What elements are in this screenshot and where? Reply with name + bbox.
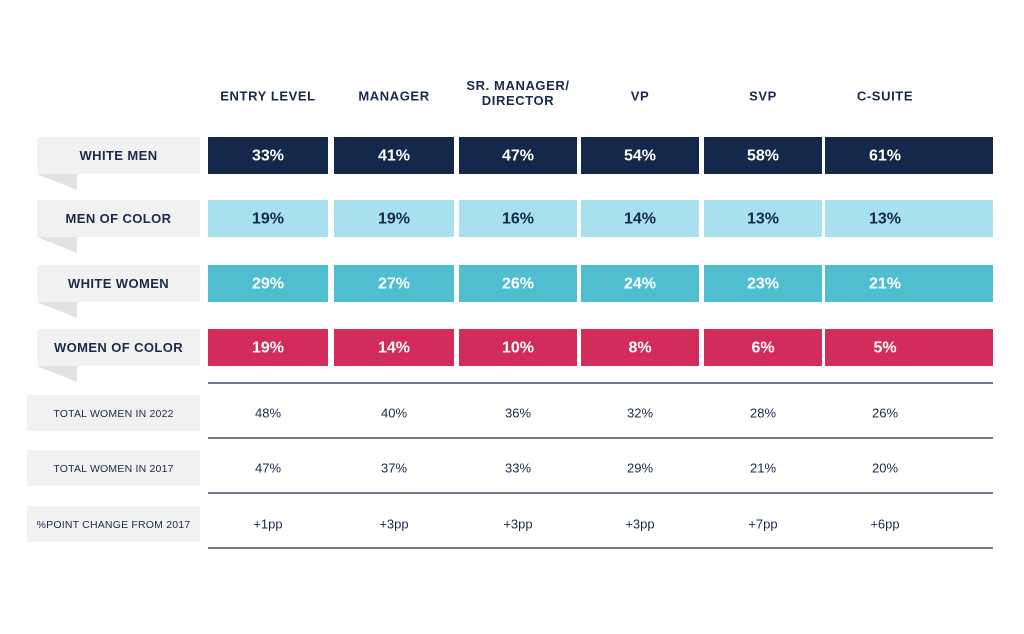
data-cell — [825, 329, 993, 366]
cell-value: 23% — [747, 276, 779, 293]
data-cell — [581, 200, 699, 237]
total-value: 28% — [750, 405, 776, 420]
total-label-box — [27, 395, 200, 431]
data-cell — [581, 329, 699, 366]
cell-value: 41% — [378, 148, 410, 165]
total-label: %POINT CHANGE FROM 2017 — [37, 519, 191, 531]
data-cell — [208, 329, 328, 366]
row-label-box — [37, 200, 200, 237]
total-value: +3pp — [625, 516, 654, 531]
data-cell — [704, 137, 822, 174]
column-header: MANAGER — [358, 88, 429, 103]
total-value: 20% — [872, 460, 898, 475]
total-value: 48% — [255, 405, 281, 420]
total-value: 26% — [872, 405, 898, 420]
total-value: 37% — [381, 460, 407, 475]
data-cell — [334, 265, 454, 302]
data-cell — [825, 200, 993, 237]
total-value: 33% — [505, 460, 531, 475]
data-cell — [581, 265, 699, 302]
row-label-box — [37, 137, 200, 174]
cell-value: 6% — [751, 340, 774, 357]
data-cell — [704, 265, 822, 302]
data-cell — [704, 200, 822, 237]
data-cell — [459, 265, 577, 302]
cell-value: 13% — [747, 211, 779, 228]
total-label-box — [27, 450, 200, 486]
cell-value: 10% — [502, 340, 534, 357]
row-label-fold — [37, 237, 77, 253]
data-cell — [208, 265, 328, 302]
data-cell — [825, 137, 993, 174]
cell-value: 47% — [502, 148, 534, 165]
data-cell — [459, 329, 577, 366]
total-value: +1pp — [253, 516, 282, 531]
total-value: 29% — [627, 460, 653, 475]
column-header: SR. MANAGER/DIRECTOR — [466, 78, 569, 108]
column-header-line: DIRECTOR — [482, 93, 554, 108]
cell-value: 14% — [378, 340, 410, 357]
cell-value: 5% — [873, 340, 896, 357]
total-label: TOTAL WOMEN IN 2017 — [53, 463, 173, 475]
total-value: +3pp — [379, 516, 408, 531]
data-cell — [459, 137, 577, 174]
column-header-line: SR. MANAGER/ — [466, 78, 569, 93]
column-header: ENTRY LEVEL — [220, 88, 315, 103]
cell-value: 19% — [378, 211, 410, 228]
data-cell — [704, 329, 822, 366]
data-cell — [459, 200, 577, 237]
total-value: 40% — [381, 405, 407, 420]
row-label-box — [37, 329, 200, 366]
total-value: 36% — [505, 405, 531, 420]
data-cell — [334, 137, 454, 174]
data-cell — [825, 265, 993, 302]
total-label-box — [27, 506, 200, 542]
cell-value: 14% — [624, 211, 656, 228]
cell-value: 21% — [869, 276, 901, 293]
column-header: C-SUITE — [857, 88, 913, 103]
row-label: WOMEN OF COLOR — [54, 340, 183, 355]
total-label: TOTAL WOMEN IN 2022 — [53, 408, 173, 420]
row-label-fold — [37, 174, 77, 190]
cell-value: 29% — [252, 276, 284, 293]
cell-value: 58% — [747, 148, 779, 165]
cell-value: 16% — [502, 211, 534, 228]
row-label-box — [37, 265, 200, 302]
cell-value: 8% — [628, 340, 651, 357]
total-value: 21% — [750, 460, 776, 475]
data-cell — [208, 200, 328, 237]
data-cell — [208, 137, 328, 174]
cell-value: 24% — [624, 276, 656, 293]
data-cell — [334, 329, 454, 366]
row-label: WHITE MEN — [80, 148, 158, 163]
cell-value: 19% — [252, 211, 284, 228]
total-value: 32% — [627, 405, 653, 420]
cell-value: 13% — [869, 211, 901, 228]
cell-value: 33% — [252, 148, 284, 165]
data-cell — [334, 200, 454, 237]
column-header: VP — [631, 88, 650, 103]
column-header: SVP — [749, 88, 777, 103]
cell-value: 27% — [378, 276, 410, 293]
cell-value: 61% — [869, 148, 901, 165]
total-value: +6pp — [870, 516, 899, 531]
data-cell — [581, 137, 699, 174]
total-value: +3pp — [503, 516, 532, 531]
total-value: +7pp — [748, 516, 777, 531]
row-label-fold — [37, 366, 77, 382]
row-label: MEN OF COLOR — [66, 211, 172, 226]
cell-value: 19% — [252, 340, 284, 357]
cell-value: 26% — [502, 276, 534, 293]
row-label-fold — [37, 302, 77, 318]
total-value: 47% — [255, 460, 281, 475]
cell-value: 54% — [624, 148, 656, 165]
row-label: WHITE WOMEN — [68, 276, 169, 291]
